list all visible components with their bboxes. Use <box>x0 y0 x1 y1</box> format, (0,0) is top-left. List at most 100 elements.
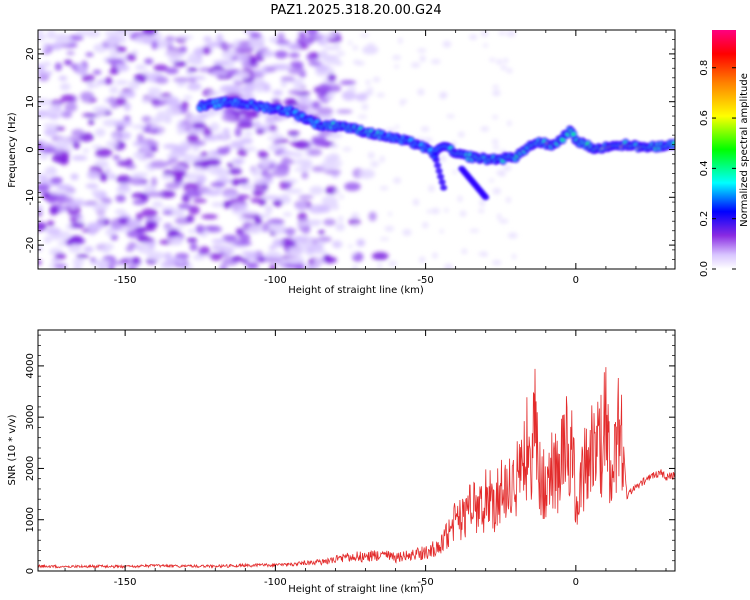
spectrogram-noise-blob <box>117 161 131 167</box>
spectrogram-noise-blob <box>356 238 366 247</box>
spectrogram-noise-blob <box>479 199 486 207</box>
spectrogram-noise-blob <box>480 30 489 37</box>
spectrogram-noise-blob <box>38 30 44 34</box>
spectrogram-noise-blob <box>141 97 151 104</box>
spectrogram-x-tick-label: -100 <box>264 275 287 286</box>
spectrogram-noise-blob <box>187 229 196 234</box>
spectrogram-noise-blob <box>318 229 325 235</box>
spectrogram-noise-blob <box>336 51 346 56</box>
spectrogram-noise-blob <box>64 102 78 112</box>
spectrogram-noise-blob <box>328 153 340 163</box>
spectrogram-noise-blob <box>352 45 358 51</box>
spectrogram-noise-blob <box>167 43 174 53</box>
spectrogram-noise-blob <box>506 197 511 203</box>
spectrogram-noise-blob <box>252 189 265 197</box>
spectrogram-noise-blob <box>71 236 83 243</box>
spectrogram-noise-blob <box>45 227 61 235</box>
spectrogram-noise-blob <box>142 30 158 36</box>
spectrogram-noise-blob <box>150 160 168 169</box>
spectrogram-noise-blob <box>69 217 78 223</box>
spectrogram-noise-blob <box>63 59 73 66</box>
spectrogram-noise-blob <box>38 151 49 160</box>
spectrogram-noise-blob <box>327 37 342 43</box>
spectrogram-y-tick-label: -20 <box>25 237 36 253</box>
spectrogram-noise-blob <box>81 74 95 83</box>
spectrogram-noise-blob <box>118 183 130 191</box>
spectrogram-noise-blob <box>230 140 245 150</box>
spectrogram-noise-blob <box>287 42 302 51</box>
spectrogram-noise-blob <box>49 205 59 216</box>
spectrogram-noise-blob <box>202 46 211 55</box>
spectrogram-noise-blob <box>59 150 70 159</box>
spectrogram-noise-blob <box>273 63 291 71</box>
spectrogram-noise-blob <box>149 141 159 147</box>
spectrogram-noise-blob <box>135 64 147 71</box>
spectrogram-noise-blob <box>188 77 197 83</box>
spectrogram-noise-blob <box>173 60 187 67</box>
spectrogram-noise-blob <box>334 41 340 48</box>
spectrogram-noise-blob <box>90 257 97 263</box>
spectrogram-noise-blob <box>366 87 374 92</box>
spectrogram-noise-blob <box>506 68 513 74</box>
spectrogram-noise-blob <box>216 33 224 44</box>
spectrogram-noise-blob <box>267 136 274 141</box>
spectrogram-noise-blob <box>166 97 181 107</box>
spectrogram-noise-blob <box>236 194 251 199</box>
spectrogram-noise-blob <box>96 242 115 251</box>
spectrogram-noise-blob <box>168 157 179 164</box>
snr-y-ticks: 0 1000 2000 3000 4000 <box>25 334 675 574</box>
spectrogram-noise-blob <box>357 114 368 119</box>
spectrogram-noise-blob <box>203 225 221 231</box>
spectrogram-noise-blob <box>254 83 264 93</box>
spectrogram-noise-blob <box>212 60 229 66</box>
spectrogram-noise-blob <box>337 160 343 166</box>
spectrogram-noise-blob <box>444 208 449 213</box>
spectrogram-noise-blob <box>301 226 311 235</box>
spectrogram-noise-blob <box>56 184 74 191</box>
spectrogram-noise-blob <box>164 50 182 58</box>
spectrogram-noise-blob <box>168 237 182 246</box>
spectrogram-x-axis-label: Height of straight line (km) <box>288 285 424 296</box>
spectrogram-noise-blob <box>141 227 156 232</box>
spectrogram-branch <box>432 156 440 163</box>
spectrogram-noise-blob <box>188 205 200 215</box>
spectrogram-noise-blob <box>183 95 193 100</box>
spectrogram-noise-blob <box>417 88 425 96</box>
spectrogram-noise-blob <box>163 252 173 260</box>
spectrogram-noise-blob <box>125 245 135 252</box>
spectrogram-noise-blob <box>234 241 252 246</box>
spectrogram-noise-blob <box>446 114 455 118</box>
spectrogram-noise-blob <box>192 198 207 204</box>
spectrogram-noise-blob <box>44 127 58 137</box>
colorbar-gradient <box>712 30 736 269</box>
spectrogram-noise-blob <box>269 36 277 43</box>
spectrogram-noise-blob <box>259 158 271 169</box>
spectrogram-noise-blob <box>496 59 503 65</box>
spectrogram-noise-blob <box>384 225 395 232</box>
spectrogram-ridge-peak <box>571 132 576 136</box>
spectrogram-noise-blob <box>192 254 206 261</box>
spectrogram-noise-blob <box>238 233 251 243</box>
spectrogram-noise-blob <box>97 108 107 116</box>
spectrogram-noise-blob <box>311 101 321 109</box>
spectrogram-noise-blob <box>49 165 56 174</box>
spectrogram-noise-blob <box>262 195 280 200</box>
spectrogram-noise-blob <box>249 32 262 39</box>
spectrogram-noise-blob <box>176 81 186 87</box>
spectrogram-y-axis-label: Frequency (Hz) <box>7 112 18 188</box>
spectrogram-noise-blob <box>172 77 191 83</box>
spectrogram-noise-blob <box>290 151 304 158</box>
spectrogram-noise-blob <box>306 30 318 37</box>
spectrogram-noise-blob <box>209 122 220 132</box>
spectrogram-noise-blob <box>236 121 254 129</box>
spectrogram-noise-blob <box>42 61 51 68</box>
spectrogram-branch <box>431 151 439 158</box>
spectrogram-noise-blob <box>348 218 361 226</box>
spectrogram-noise-blob <box>202 126 213 137</box>
spectrogram-noise-blob <box>489 57 496 62</box>
spectrogram-noise-blob <box>116 174 132 184</box>
spectrogram-noise-blob <box>176 123 191 130</box>
spectrogram-noise-blob <box>203 36 213 42</box>
spectrogram-noise-blob <box>183 156 196 164</box>
